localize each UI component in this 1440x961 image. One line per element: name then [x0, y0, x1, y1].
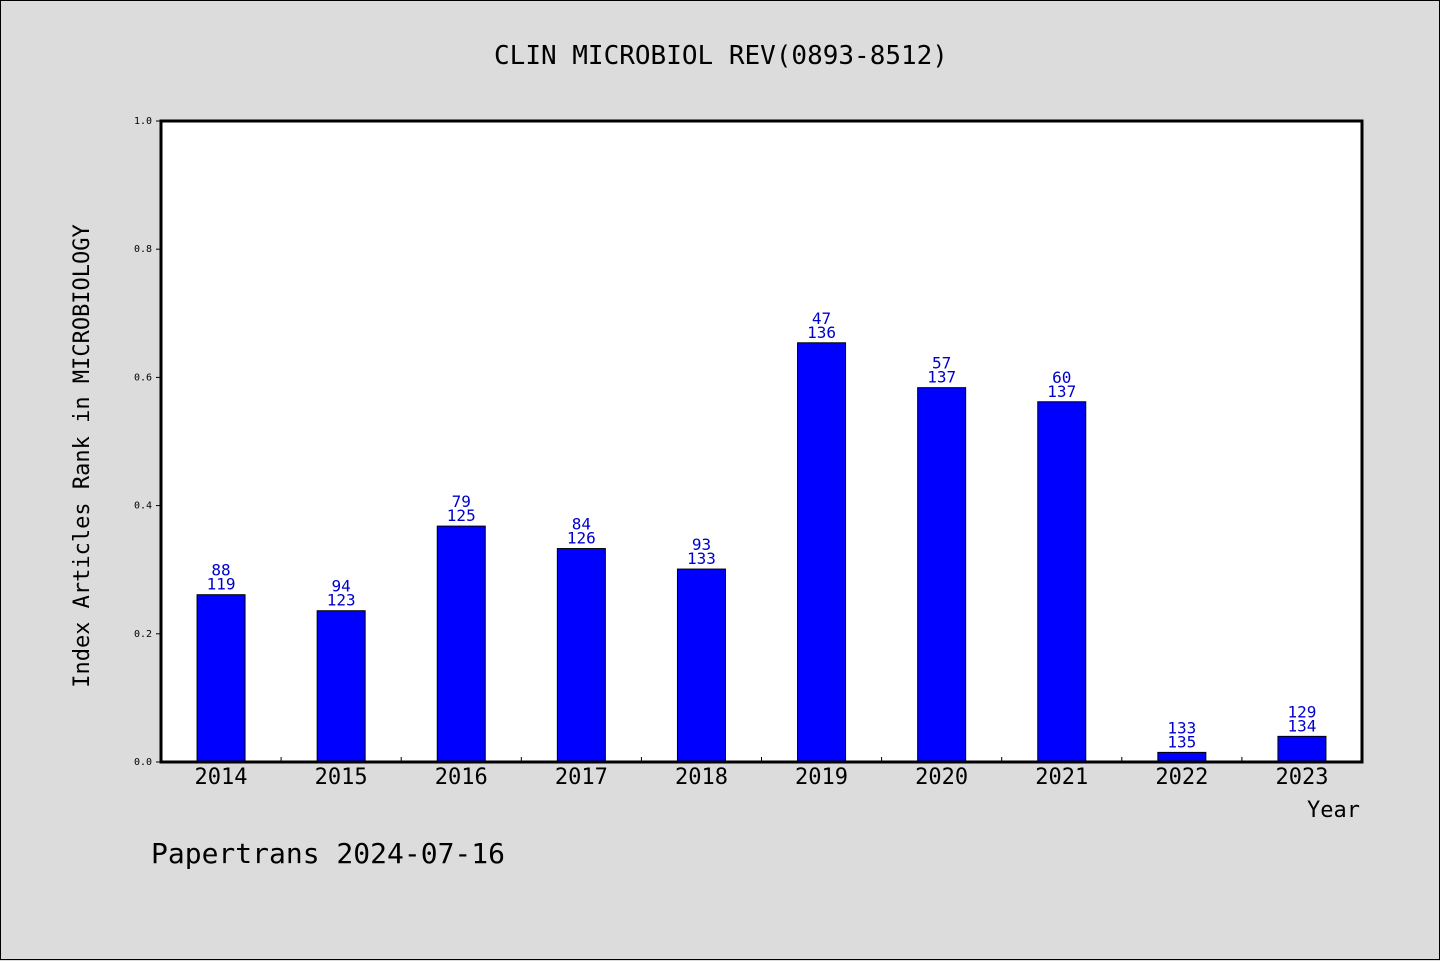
x-tick-label: 2020 [915, 765, 968, 790]
bar [917, 387, 967, 763]
bar [676, 568, 726, 763]
x-axis-label: Year [1307, 798, 1360, 823]
y-axis-ticks: 0.0 0.2 0.4 0.6 0.8 1.0 [134, 116, 161, 768]
x-tick-label: 2021 [1035, 765, 1088, 790]
plot-border [159, 119, 1364, 764]
x-axis-ticks: 2014 2015 2016 2017 2018 2019 2020 2021 2022 2023 [195, 757, 1328, 790]
x-tick-label: 2019 [795, 765, 848, 790]
y-axis-label: Index Articles Rank in MICROBIOLOGY [70, 224, 95, 688]
chart-title: CLIN MICROBIOL REV(0893-8512) [494, 41, 948, 71]
x-tick-label: 2022 [1155, 765, 1208, 790]
bar-rank-label: 93 [692, 535, 711, 554]
bar-rank-label: 57 [932, 354, 951, 373]
y-tick-label: 0.2 [134, 629, 152, 640]
bar-rank-label: 79 [452, 492, 471, 511]
bar [556, 548, 606, 763]
bar-total-label: 123 [327, 591, 356, 610]
x-tick-label: 2014 [195, 765, 248, 790]
x-tick-label: 2023 [1275, 765, 1328, 790]
bar-total-label: 126 [567, 529, 596, 548]
bar [1037, 401, 1087, 763]
y-tick-label: 0.4 [134, 501, 152, 512]
bar-rank-label: 60 [1052, 368, 1071, 387]
bar-total-label: 136 [807, 323, 836, 342]
y-tick-label: 0.0 [134, 757, 152, 768]
bar-total-label: 137 [927, 368, 956, 387]
x-tick-label: 2018 [675, 765, 728, 790]
bar-rank-label: 88 [211, 561, 230, 580]
bar-rank-label: 47 [812, 309, 831, 328]
bar-rank-label: 94 [332, 577, 351, 596]
bar-rank-label: 133 [1167, 718, 1196, 737]
y-tick-label: 1.0 [134, 116, 152, 127]
x-tick-label: 2017 [555, 765, 608, 790]
bar-total-label: 135 [1167, 732, 1196, 751]
y-tick-label: 0.8 [134, 244, 152, 255]
bar-rank-label: 129 [1287, 702, 1316, 721]
bar-total-label: 119 [207, 575, 236, 594]
bar [436, 525, 486, 763]
bar [797, 342, 847, 763]
bar [196, 594, 246, 763]
footer-text: Papertrans 2024-07-16 [151, 837, 505, 870]
bar [1277, 735, 1327, 763]
bar-total-label: 133 [687, 549, 716, 568]
bar-rank-label: 84 [572, 515, 591, 534]
bars-group [196, 342, 1327, 763]
bar-total-label: 125 [447, 506, 476, 525]
bar [316, 610, 366, 763]
x-tick-label: 2015 [315, 765, 368, 790]
y-tick-label: 0.6 [134, 372, 152, 383]
x-tick-label: 2016 [435, 765, 488, 790]
bar-total-label: 134 [1287, 716, 1316, 735]
bar-total-label: 137 [1047, 382, 1076, 401]
